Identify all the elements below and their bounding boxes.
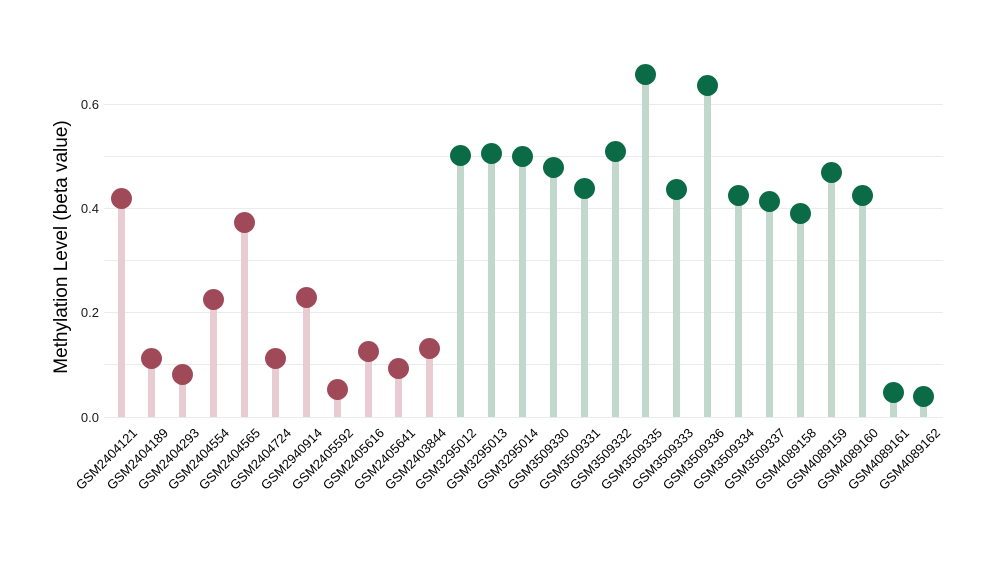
lollipop-dot <box>357 340 379 362</box>
lollipop-dot <box>758 190 780 212</box>
lollipop-stem <box>395 368 403 417</box>
y-tick-label: 0.2 <box>80 305 99 321</box>
y-tick-label: 0.4 <box>80 201 99 217</box>
gridline <box>104 103 943 105</box>
lollipop-stem <box>488 153 496 417</box>
lollipop-dot <box>388 358 410 380</box>
lollipop-dot <box>851 185 873 207</box>
lollipop-stem <box>673 189 681 417</box>
lollipop-stem <box>611 151 619 417</box>
lollipop-dot <box>326 379 348 401</box>
lollipop-stem <box>796 213 804 417</box>
lollipop-stem <box>642 74 650 417</box>
lollipop-dot <box>882 382 904 403</box>
lollipop-stem <box>704 85 712 417</box>
lollipop-stem <box>241 222 249 417</box>
lollipop-stem <box>179 374 187 417</box>
lollipop-stem <box>735 195 743 417</box>
lollipop-stem <box>889 392 897 417</box>
y-tick-label: 0.6 <box>80 96 99 112</box>
lollipop-dot <box>604 141 626 163</box>
lollipop-stem <box>364 351 372 417</box>
y-axis-title: Methylation Level (beta value) <box>51 120 72 374</box>
lollipop-stem <box>518 156 526 417</box>
lollipop-dot <box>264 347 286 369</box>
lollipop-dot <box>172 363 194 385</box>
lollipop-stem <box>271 358 279 417</box>
lollipop-stem <box>858 195 866 417</box>
lollipop-stem <box>827 172 835 417</box>
lollipop-dot <box>635 64 657 86</box>
lollipop-dot <box>820 162 842 184</box>
lollipop-stem <box>549 167 557 417</box>
lollipop-dot <box>141 348 163 370</box>
lollipop-stem <box>580 188 588 417</box>
lollipop-stem <box>426 348 434 417</box>
lollipop-dot <box>450 145 472 167</box>
lollipop-dot <box>234 211 256 233</box>
lollipop-dot <box>511 146 533 167</box>
lollipop-dot <box>728 185 750 207</box>
lollipop-stem <box>117 198 125 417</box>
lollipop-dot <box>203 289 225 311</box>
lollipop-dot <box>542 157 564 179</box>
lollipop-stem <box>148 358 156 417</box>
lollipop-dot <box>110 187 132 209</box>
gridline <box>104 416 943 418</box>
lollipop-stem <box>302 297 310 417</box>
lollipop-stem <box>765 201 773 417</box>
lollipop-dot <box>913 385 935 407</box>
lollipop-stem <box>210 299 218 417</box>
lollipop-dot <box>419 338 441 360</box>
lollipop-stem <box>457 155 465 417</box>
lollipop-dot <box>789 203 811 225</box>
lollipop-dot <box>697 75 719 97</box>
lollipop-dot <box>666 178 688 200</box>
lollipop-dot <box>573 178 595 200</box>
lollipop-dot <box>295 286 317 308</box>
lollipop-stem <box>333 389 341 417</box>
lollipop-dot <box>481 143 503 165</box>
y-tick-label: 0.0 <box>80 409 99 425</box>
